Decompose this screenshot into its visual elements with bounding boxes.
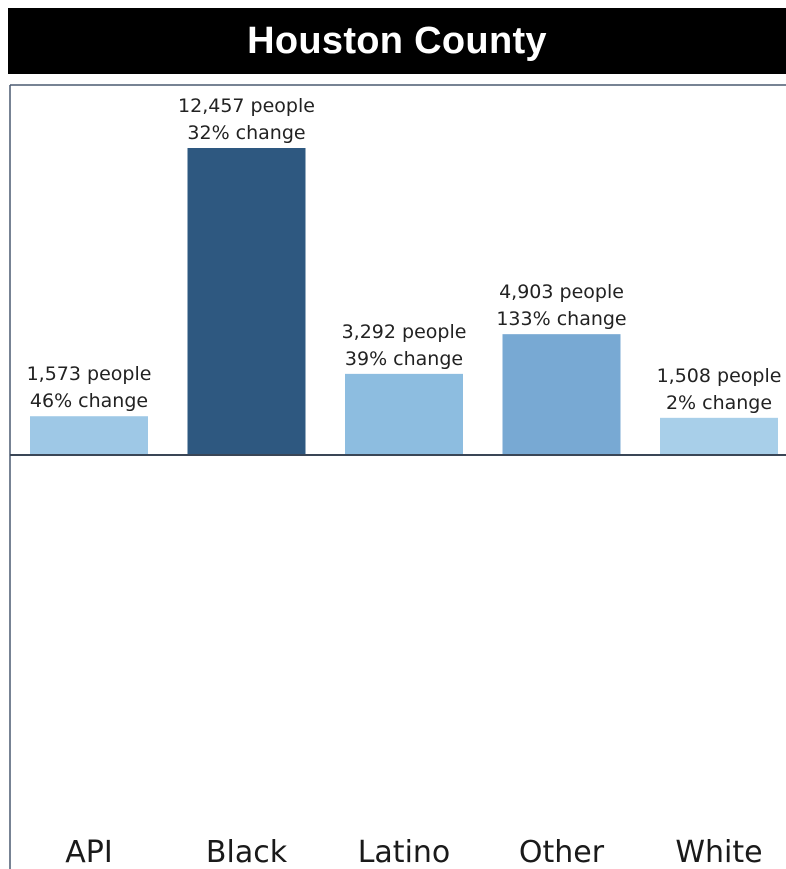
bar-other	[502, 334, 621, 455]
x-tick-label-latino: Latino	[358, 835, 451, 869]
data-label-people-latino: 3,292 people	[342, 321, 467, 343]
x-tick-label-api: API	[65, 835, 112, 869]
data-label-people-black: 12,457 people	[178, 95, 315, 117]
chart-title-bar: Houston County	[8, 8, 786, 74]
data-label-change-api: 46% change	[30, 390, 148, 412]
data-label-change-black: 32% change	[187, 122, 305, 144]
x-tick-label-white: White	[675, 835, 762, 869]
bar-black	[187, 148, 306, 455]
bar-api	[30, 416, 148, 455]
data-label-change-latino: 39% change	[345, 348, 463, 370]
bar-latino	[345, 373, 463, 455]
data-label-people-other: 4,903 people	[499, 281, 624, 303]
x-tick-label-black: Black	[206, 835, 288, 869]
bar-white	[660, 417, 778, 455]
data-label-people-api: 1,573 people	[27, 363, 152, 385]
data-label-people-white: 1,508 people	[657, 365, 782, 387]
chart-title: Houston County	[247, 19, 547, 62]
data-label-change-white: 2% change	[666, 392, 772, 414]
x-tick-label-other: Other	[519, 835, 605, 869]
data-label-change-other: 133% change	[496, 308, 626, 330]
